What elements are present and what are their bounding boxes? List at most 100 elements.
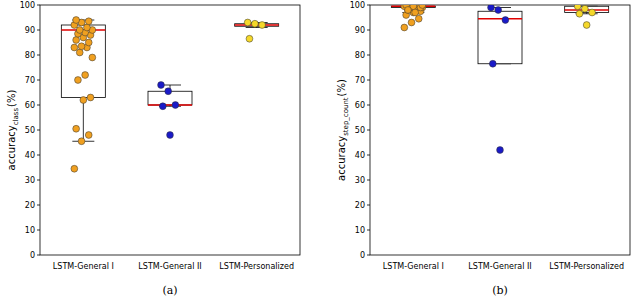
marks: [61, 17, 278, 173]
point: [415, 15, 422, 22]
point: [419, 5, 426, 8]
y-tick: [37, 255, 40, 256]
point: [583, 22, 590, 29]
point: [73, 37, 80, 44]
point: [497, 147, 504, 154]
point: [82, 72, 89, 79]
point: [251, 20, 258, 27]
x-tick-label: LSTM-General I: [383, 262, 444, 271]
y-tick-label: 40: [25, 151, 35, 160]
point: [165, 88, 172, 95]
y-tick: [37, 230, 40, 231]
point: [246, 35, 253, 42]
y-tick-label: 90: [25, 26, 35, 35]
point: [78, 43, 85, 50]
point: [489, 60, 496, 67]
y-tick-label: 80: [355, 51, 365, 60]
point: [502, 17, 509, 24]
plot-frame: [370, 5, 630, 255]
point: [259, 22, 266, 29]
point: [495, 7, 502, 14]
point: [405, 7, 412, 14]
y-tick-label: 50: [25, 126, 35, 135]
point: [73, 17, 80, 24]
point: [158, 82, 165, 89]
y-tick-label: 10: [25, 226, 35, 235]
plot-frame: [40, 5, 300, 255]
point: [488, 5, 495, 11]
point: [84, 24, 91, 31]
y-tick: [37, 180, 40, 181]
y-tick-label: 60: [355, 101, 365, 110]
y-tick: [367, 105, 370, 106]
x-tick-label: LSTM-General I: [53, 262, 114, 271]
y-tick-label: 70: [25, 76, 35, 85]
point: [576, 10, 583, 17]
point: [167, 132, 174, 139]
caption: (a): [162, 284, 177, 297]
y-label-suffix: (%): [6, 89, 17, 106]
marks: [391, 5, 608, 153]
y-tick-label: 100: [20, 1, 35, 10]
point: [76, 27, 83, 34]
x-tick-label: LSTM-Personalized: [549, 262, 624, 271]
y-tick: [367, 80, 370, 81]
point: [412, 9, 419, 16]
y-tick-label: 20: [355, 201, 365, 210]
point: [76, 49, 83, 56]
point: [78, 138, 85, 145]
y-tick: [367, 205, 370, 206]
y-tick-label: 30: [25, 176, 35, 185]
median: [478, 18, 522, 19]
y-label-main: accuracy: [336, 136, 347, 181]
y-tick-label: 0: [360, 251, 365, 260]
point: [89, 54, 96, 61]
point: [401, 24, 408, 31]
y-label-main: accuracy: [6, 125, 17, 170]
y-tick: [367, 255, 370, 256]
y-axis-label: accuracyclass(%): [6, 89, 20, 170]
panel: 0102030405060708090100accuracyclass(%)LS…: [6, 1, 300, 297]
y-tick: [37, 80, 40, 81]
y-tick-label: 80: [25, 51, 35, 60]
y-tick: [367, 230, 370, 231]
median: [148, 104, 192, 105]
y-tick: [37, 130, 40, 131]
whisker-low: [83, 98, 84, 142]
point: [581, 5, 588, 12]
x-tick-label: LSTM-General II: [138, 262, 201, 271]
point: [71, 165, 78, 172]
point: [80, 97, 87, 104]
y-tick: [367, 130, 370, 131]
point: [85, 18, 92, 25]
point: [71, 44, 78, 51]
y-tick-label: 90: [355, 26, 365, 35]
x-tick-label: LSTM-Personalized: [219, 262, 294, 271]
y-tick-label: 60: [25, 101, 35, 110]
y-tick: [37, 55, 40, 56]
point: [172, 102, 179, 109]
point: [574, 5, 581, 10]
point: [87, 94, 94, 101]
y-tick-label: 10: [355, 226, 365, 235]
y-axis-label: accuracystep_count(%): [336, 79, 350, 181]
y-label-subscript: step_count: [342, 97, 350, 136]
point: [75, 77, 82, 84]
y-tick: [367, 30, 370, 31]
point: [73, 125, 80, 132]
y-tick-label: 0: [30, 251, 35, 260]
caption: (b): [492, 284, 508, 297]
y-tick: [37, 155, 40, 156]
y-tick: [37, 5, 40, 6]
point: [159, 103, 166, 110]
y-tick: [367, 155, 370, 156]
y-label-suffix: (%): [336, 79, 347, 96]
figure: 0102030405060708090100accuracyclass(%)LS…: [0, 0, 640, 303]
y-tick: [367, 180, 370, 181]
panel: 0102030405060708090100accuracystep_count…: [336, 1, 630, 297]
point: [589, 9, 596, 16]
point: [405, 7, 412, 14]
y-tick-label: 40: [355, 151, 365, 160]
y-tick: [37, 205, 40, 206]
y-tick: [37, 30, 40, 31]
